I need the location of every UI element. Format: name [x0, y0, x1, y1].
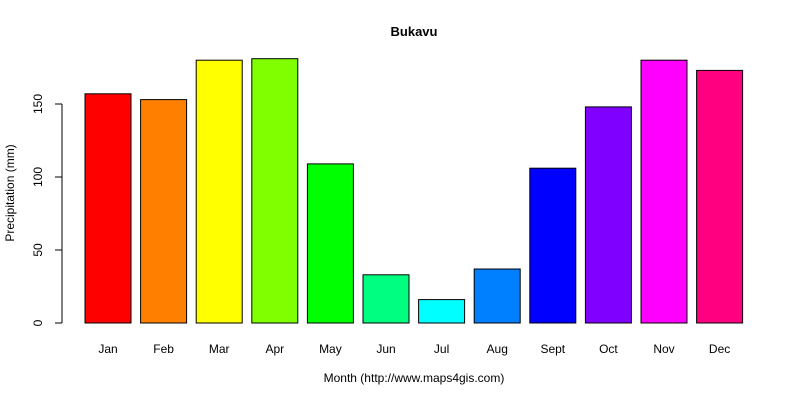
bar-feb	[140, 99, 188, 324]
x-tick-label: Dec	[709, 342, 730, 356]
chart-title: Bukavu	[391, 24, 438, 39]
x-tick-label: May	[319, 342, 342, 356]
bar-may	[306, 163, 354, 324]
bars-group	[84, 58, 744, 324]
x-tick-label: Oct	[599, 342, 618, 356]
bar-sept	[529, 167, 577, 324]
x-tick-label: Sept	[540, 342, 565, 356]
x-tick-label: Apr	[265, 342, 284, 356]
bar-aug	[473, 268, 521, 324]
y-tick-label: 150	[31, 94, 45, 114]
x-tick-label: Jul	[434, 342, 449, 356]
x-tick-label: Nov	[653, 342, 674, 356]
bar-jul	[418, 299, 466, 324]
x-tick-labels: Jan Feb Mar Apr May Jun Jul Aug Sept Oct Nov Dec	[98, 342, 730, 356]
y-tick-label: 100	[31, 167, 45, 187]
x-axis-label: Month (http://www.maps4gis.com)	[324, 371, 505, 385]
bar-jun	[362, 274, 410, 324]
bar-oct	[584, 106, 632, 324]
x-tick-label: Jan	[98, 342, 117, 356]
bar-mar	[195, 59, 243, 324]
bar-nov	[640, 59, 688, 324]
bar-jan	[84, 93, 132, 324]
x-tick-label: Jun	[376, 342, 395, 356]
bar-apr	[251, 58, 299, 324]
x-tick-label: Aug	[487, 342, 508, 356]
y-tick-label: 50	[31, 243, 45, 257]
x-tick-label: Feb	[153, 342, 174, 356]
y-tick-label: 0	[31, 319, 45, 326]
bar-dec	[696, 69, 744, 324]
y-axis: 0 50 100 150	[31, 94, 63, 326]
x-tick-label: Mar	[209, 342, 230, 356]
y-axis-label: Precipitation (mm)	[3, 144, 17, 241]
